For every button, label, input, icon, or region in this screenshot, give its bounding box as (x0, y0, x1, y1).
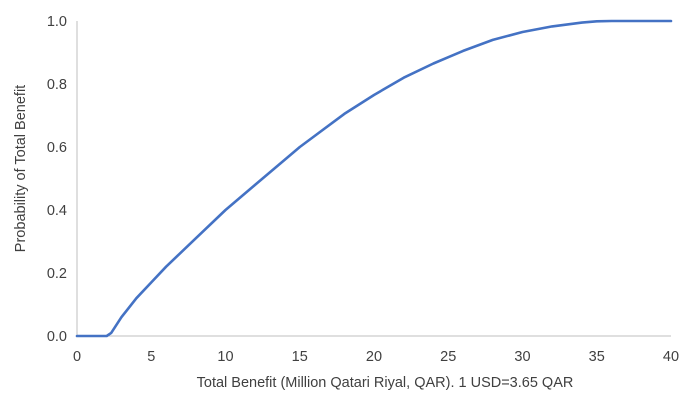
x-tick-label: 5 (147, 349, 155, 365)
x-tick-label: 40 (663, 349, 679, 365)
y-tick-label: 0.2 (47, 266, 67, 282)
x-axis-title: Total Benefit (Million Qatari Riyal, QAR… (197, 375, 574, 391)
x-tick-label: 15 (292, 349, 308, 365)
y-tick-label: 0.6 (47, 140, 67, 156)
x-tick-label: 20 (366, 349, 382, 365)
x-tick-label: 10 (217, 349, 233, 365)
y-axis-title: Probability of Total Benefit (13, 85, 29, 252)
y-tick-label: 0.4 (47, 203, 67, 219)
y-tick-label: 0.8 (47, 77, 67, 93)
x-tick-labels: 0 5 10 15 20 25 30 35 40 (73, 349, 679, 365)
y-tick-labels: 0.0 0.2 0.4 0.6 0.8 1.0 (47, 14, 67, 345)
x-tick-label: 0 (73, 349, 81, 365)
series-line (75, 19, 673, 338)
y-tick-label: 1.0 (47, 14, 67, 30)
y-tick-label: 0.0 (47, 329, 67, 345)
x-tick-label: 30 (514, 349, 530, 365)
x-tick-label: 25 (440, 349, 456, 365)
x-tick-label: 35 (589, 349, 605, 365)
